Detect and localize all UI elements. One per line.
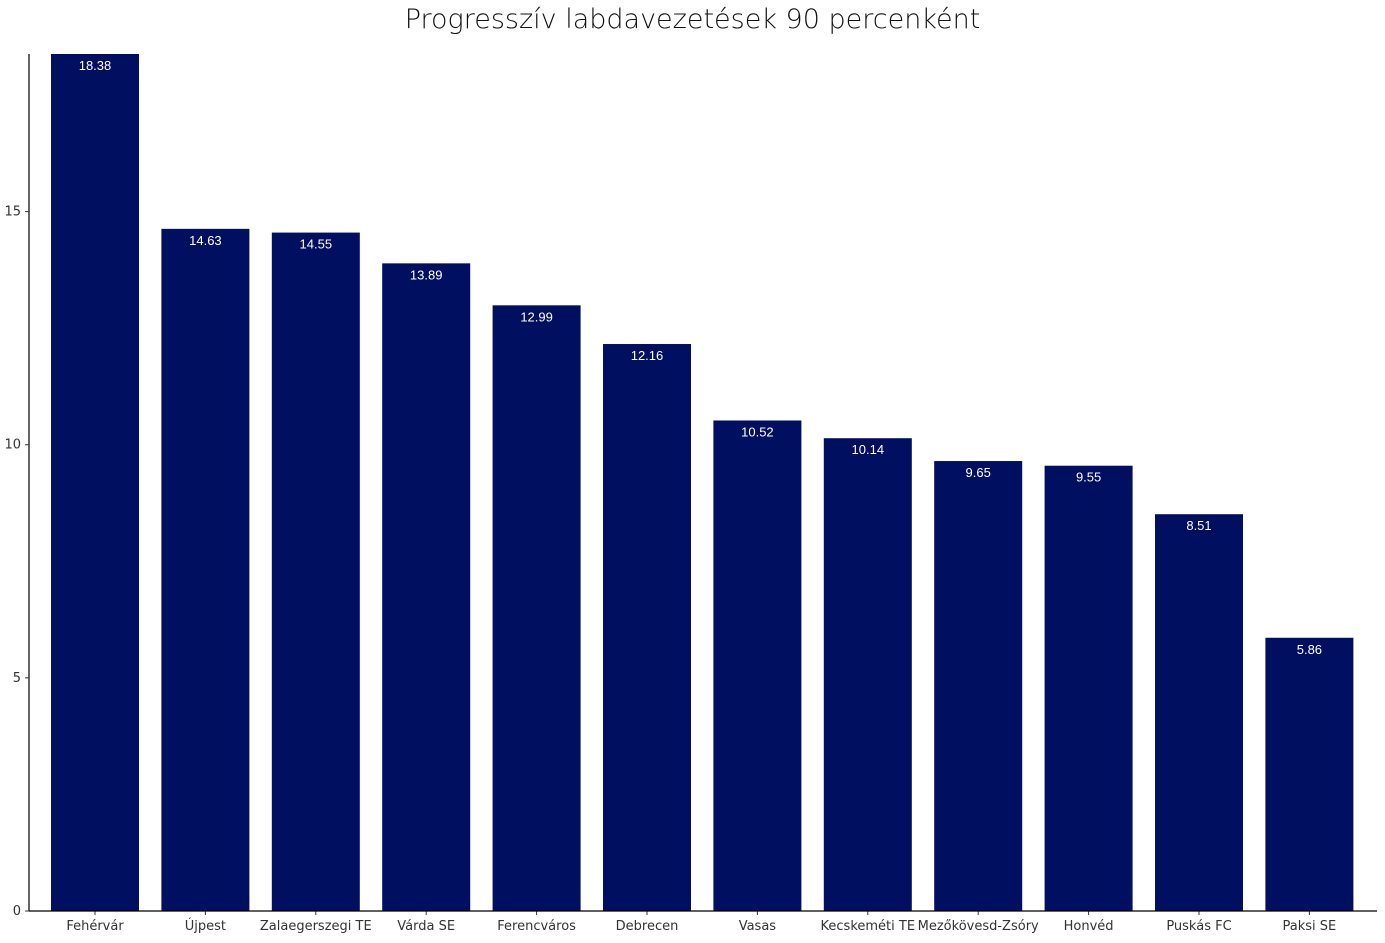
data-label-9: 9.55 — [1076, 470, 1101, 485]
x-tick-label-5: Debrecen — [616, 919, 679, 934]
x-tick-label-9: Honvéd — [1064, 919, 1114, 934]
x-tick-label-0: Fehérvár — [66, 919, 124, 934]
x-tick-label-1: Újpest — [185, 918, 226, 934]
data-label-8: 9.65 — [966, 465, 991, 480]
bar-8 — [934, 461, 1023, 911]
x-tick-label-3: Várda SE — [397, 919, 455, 934]
y-tick-label-0: 0 — [13, 904, 21, 919]
bar-0 — [51, 54, 139, 911]
y-axis: 0 5 10 15 — [4, 54, 30, 919]
bar-11 — [1265, 637, 1354, 911]
bar-10 — [1155, 514, 1243, 911]
bar-9 — [1044, 465, 1133, 911]
data-labels-layer: 18.38 14.63 14.55 13.89 12.99 12.16 10.52 10.14… — [79, 58, 1322, 657]
x-tick-label-6: Vasas — [739, 919, 777, 934]
x-axis: Fehérvár Újpest Zalaegerszegi TE Várda SE Fe… — [29, 910, 1377, 934]
x-tick-label-2: Zalaegerszegi TE — [260, 919, 372, 934]
data-label-6: 10.52 — [741, 424, 774, 439]
data-label-11: 5.86 — [1297, 642, 1322, 657]
y-tick-label-1: 5 — [13, 671, 21, 686]
data-label-1: 14.63 — [189, 233, 222, 248]
bar-5 — [603, 344, 691, 911]
data-label-10: 8.51 — [1186, 518, 1211, 533]
x-tick-label-8: Mezőkövesd-Zsóry — [918, 919, 1039, 934]
x-tick-label-4: Ferencváros — [497, 919, 576, 934]
bar-4 — [492, 305, 581, 912]
y-tick-label-2: 10 — [4, 438, 21, 453]
bar-6 — [713, 420, 802, 911]
x-tick-label-11: Paksi SE — [1283, 919, 1337, 934]
bar-7 — [823, 438, 912, 911]
x-tick-label-10: Puskás FC — [1166, 919, 1231, 934]
bar-1 — [161, 228, 250, 911]
y-tick-label-3: 15 — [4, 205, 21, 220]
bar-3 — [382, 263, 471, 911]
bar-2 — [271, 232, 360, 912]
data-label-5: 12.16 — [631, 348, 664, 363]
x-tick-label-7: Kecskeméti TE — [821, 919, 916, 934]
data-label-2: 14.55 — [300, 237, 333, 252]
data-label-3: 13.89 — [410, 267, 443, 282]
bars-layer — [51, 54, 1354, 912]
data-label-4: 12.99 — [520, 309, 553, 324]
data-label-7: 10.14 — [852, 442, 885, 457]
data-label-0: 18.38 — [79, 58, 112, 73]
chart-title: Progresszív labdavezetések 90 percenként — [404, 4, 981, 35]
